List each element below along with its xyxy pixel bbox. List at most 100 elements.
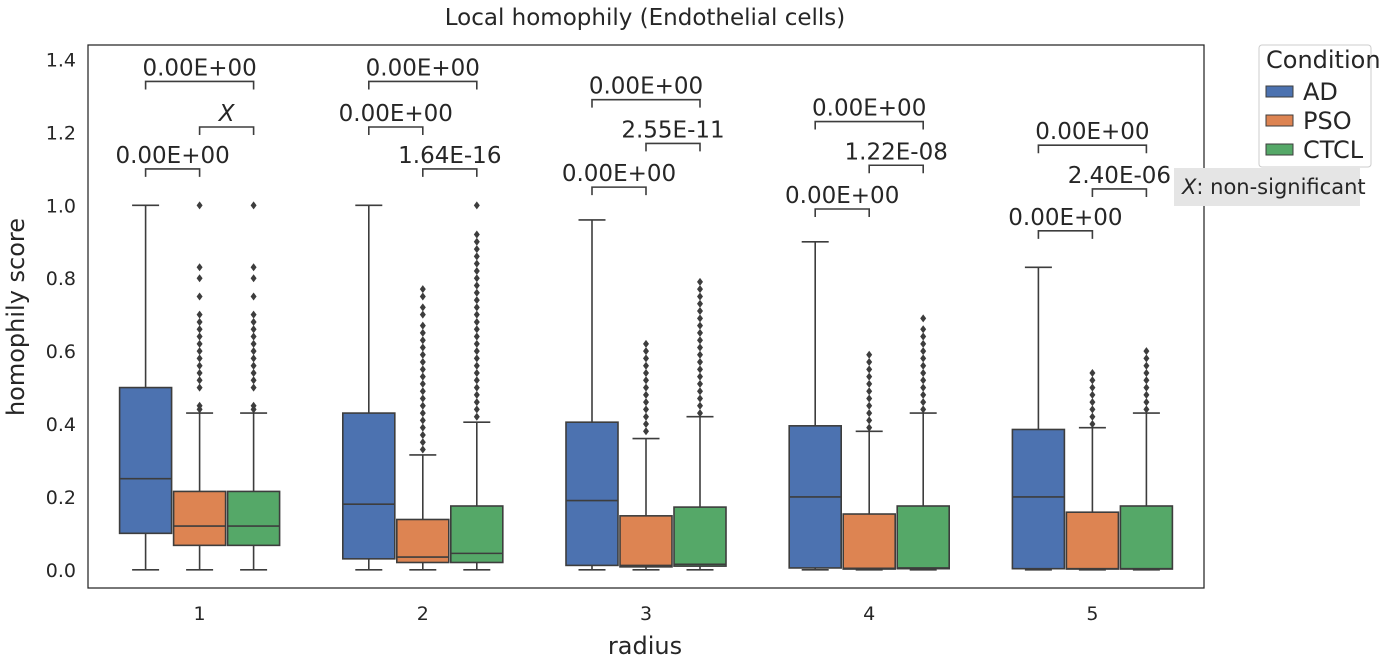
significance-bracket [591, 186, 647, 196]
outlier-point [473, 332, 480, 341]
outlier-point [866, 387, 873, 396]
x-tick-label: 3 [640, 603, 652, 625]
outlier-point [866, 423, 873, 432]
box-ad [118, 386, 173, 535]
y-tick-label: 0.8 [46, 268, 76, 290]
outlier-point [643, 361, 649, 370]
outlier-point [920, 398, 927, 407]
outlier-point [1143, 368, 1150, 377]
significance-label: 0.00E+00 [366, 55, 480, 81]
significance-bracket [1037, 144, 1148, 154]
outlier-point [419, 423, 426, 432]
significance-bracket [368, 80, 478, 90]
outlier-point [920, 339, 927, 348]
outlier-point [643, 376, 649, 385]
significance-bracket [814, 120, 924, 130]
significance-label: 2.55E-11 [621, 117, 724, 143]
box-ad [565, 421, 619, 567]
y-tick-label: 0.0 [46, 560, 76, 582]
outlier-point [419, 336, 426, 345]
legend-label-ctcl: CTCL [1303, 136, 1364, 164]
legend-frame [1258, 44, 1372, 168]
significance-label: X [218, 101, 236, 127]
outlier-point [473, 354, 480, 363]
box-ctcl [1119, 505, 1174, 570]
outlier-point [1143, 354, 1150, 363]
significance-label: 2.40E-06 [1068, 163, 1171, 189]
outlier-point [250, 361, 257, 370]
note-text: X: non-significant [1181, 175, 1366, 199]
outlier-point [1143, 398, 1150, 407]
plot-area: 0.0 0.2 0.4 0.6 0.8 1.0 1.2 1.4 1 2 3 4 5 0.00E+00 X 0.… [46, 44, 1205, 625]
box-ad [341, 412, 396, 560]
outlier-point [473, 288, 480, 297]
significance-label: 0.00E+00 [115, 143, 229, 169]
outlier-point [473, 252, 480, 261]
y-tick-label: 1.0 [46, 195, 76, 217]
outlier-point [250, 310, 257, 319]
outlier-point [643, 427, 649, 436]
outlier-point [1089, 368, 1096, 377]
outlier-point [473, 266, 480, 275]
outlier-point [697, 292, 703, 301]
box-pso [619, 515, 673, 568]
x-tick-label: 2 [417, 603, 429, 625]
outlier-point [1089, 390, 1096, 399]
significance-bracket [868, 164, 924, 174]
significance-label: 0.00E+00 [562, 161, 676, 187]
outlier-point [419, 394, 426, 403]
x-tick-label: 4 [863, 603, 875, 625]
outlier-point [697, 336, 703, 345]
outlier-point [419, 401, 426, 410]
outlier-point [866, 372, 873, 381]
outlier-point [196, 383, 203, 392]
significance-label: 1.64E-16 [398, 143, 501, 169]
outlier-point [1143, 376, 1150, 385]
y-axis-label: homophily score [2, 218, 30, 416]
outlier-point [697, 379, 703, 388]
significance-label: 0.00E+00 [339, 101, 453, 127]
outlier-point [1089, 376, 1096, 385]
outlier-point [419, 430, 426, 439]
outlier-point [250, 354, 257, 363]
outlier-point [196, 317, 203, 326]
outlier-point [419, 310, 426, 319]
outlier-point [697, 307, 703, 316]
outlier-point [866, 394, 873, 403]
outlier-point [419, 409, 426, 418]
y-tick-label: 0.2 [46, 487, 76, 509]
significance-label: 0.00E+00 [1035, 119, 1149, 145]
outlier-point [697, 299, 703, 308]
outlier-point [866, 401, 873, 410]
outlier-point [419, 358, 426, 367]
box-pso [395, 518, 450, 564]
note-description: : non-significant [1196, 175, 1365, 199]
outlier-point [643, 383, 649, 392]
significance-bracket [814, 208, 870, 217]
outlier-point [250, 401, 257, 410]
outlier-point [1089, 412, 1096, 421]
outlier-point [643, 412, 649, 421]
significance-bracket [144, 80, 255, 90]
outlier-point [473, 398, 480, 407]
significance-bracket [422, 168, 478, 177]
chart-title: Local homophily (Endothelial cells) [445, 5, 846, 31]
outlier-point [866, 416, 873, 425]
outlier-point [1089, 383, 1096, 392]
outlier-point [419, 416, 426, 425]
outlier-point [196, 368, 203, 377]
x-axis-label: radius [608, 632, 682, 660]
significance-label: 0.00E+00 [785, 183, 899, 209]
outlier-point [920, 325, 927, 334]
outlier-point [473, 274, 480, 283]
outlier-point [419, 350, 426, 359]
outlier-point [196, 201, 203, 210]
outlier-point [196, 332, 203, 341]
outlier-point [920, 361, 927, 370]
outlier-point [250, 383, 257, 392]
outlier-point [473, 245, 480, 254]
outlier-point [697, 394, 703, 403]
outlier-point [643, 368, 649, 377]
